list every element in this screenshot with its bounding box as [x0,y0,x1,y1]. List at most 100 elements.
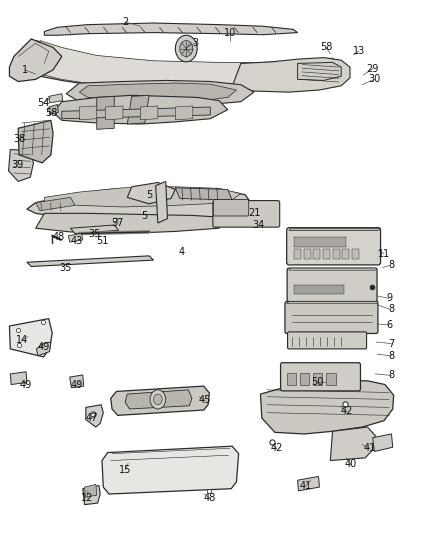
Text: 2: 2 [122,17,128,27]
Bar [332,249,339,259]
Polygon shape [232,58,350,92]
Bar [294,285,344,294]
FancyBboxPatch shape [287,228,381,265]
Polygon shape [175,106,193,120]
Polygon shape [127,95,149,124]
Bar [326,373,336,384]
Text: 11: 11 [378,249,390,259]
Text: 38: 38 [13,134,25,144]
FancyBboxPatch shape [213,200,280,227]
Polygon shape [9,150,33,181]
Text: 8: 8 [389,304,395,314]
Text: 8: 8 [389,351,395,361]
Polygon shape [297,477,319,491]
Text: 21: 21 [249,208,261,219]
Text: 50: 50 [311,377,323,387]
Text: 9: 9 [386,293,392,303]
Text: 7: 7 [389,338,395,349]
Text: 43: 43 [71,236,83,246]
Text: 30: 30 [368,75,381,84]
Polygon shape [86,405,103,427]
Bar [304,249,311,259]
Bar [287,373,296,384]
Polygon shape [287,302,378,304]
Text: 6: 6 [386,320,392,330]
Polygon shape [155,181,167,223]
Polygon shape [27,188,254,221]
Polygon shape [35,213,228,233]
Bar [313,373,322,384]
Text: 47: 47 [85,413,98,423]
Polygon shape [83,486,100,505]
Polygon shape [49,104,58,115]
Text: 51: 51 [96,236,108,246]
Circle shape [175,35,197,62]
Polygon shape [35,197,75,211]
Text: 35: 35 [59,263,71,272]
Polygon shape [127,182,175,204]
Text: 12: 12 [81,492,93,503]
Polygon shape [66,80,254,106]
Polygon shape [27,256,153,266]
Text: 58: 58 [45,108,57,118]
Bar [300,373,309,384]
Text: 35: 35 [88,229,101,239]
Text: 4: 4 [179,247,185,256]
Polygon shape [289,228,381,230]
Text: 39: 39 [11,160,23,171]
Polygon shape [111,386,209,415]
Polygon shape [85,484,97,497]
Text: 49: 49 [20,379,32,390]
Bar [323,249,330,259]
Text: 10: 10 [224,28,236,38]
Text: 40: 40 [345,459,357,469]
FancyBboxPatch shape [285,302,378,334]
Polygon shape [18,120,53,163]
Polygon shape [53,95,228,124]
Polygon shape [68,233,83,242]
Polygon shape [79,83,237,102]
Polygon shape [10,39,62,82]
Polygon shape [79,106,97,120]
Bar [294,249,301,259]
Text: 49: 49 [71,379,83,390]
Text: 49: 49 [37,342,49,352]
Polygon shape [49,94,63,103]
Text: 37: 37 [112,218,124,228]
Polygon shape [71,225,119,233]
Polygon shape [102,446,239,494]
Text: 58: 58 [320,43,332,52]
Polygon shape [62,107,210,119]
Bar [313,249,320,259]
Polygon shape [261,381,394,434]
Polygon shape [97,96,114,130]
FancyBboxPatch shape [287,268,377,302]
Polygon shape [40,41,341,87]
Polygon shape [10,319,52,357]
Text: 13: 13 [353,46,365,56]
Polygon shape [175,188,232,200]
Text: 3: 3 [192,38,198,48]
Text: 48: 48 [52,232,64,243]
Polygon shape [289,268,377,270]
Polygon shape [11,372,27,384]
Bar [352,249,359,259]
FancyBboxPatch shape [288,332,367,349]
Polygon shape [44,187,241,207]
Polygon shape [141,106,158,120]
Text: 1: 1 [21,65,28,75]
Text: 29: 29 [367,64,379,74]
Text: 5: 5 [141,211,148,221]
Polygon shape [36,342,51,356]
Text: 42: 42 [270,443,283,453]
Text: 42: 42 [340,406,353,416]
Text: 15: 15 [119,465,131,474]
Polygon shape [330,427,375,461]
Circle shape [150,390,166,409]
FancyBboxPatch shape [213,199,249,216]
Text: 8: 8 [389,370,395,381]
Polygon shape [297,62,341,80]
Polygon shape [44,23,297,35]
Text: 41: 41 [364,443,376,453]
Polygon shape [125,390,192,409]
